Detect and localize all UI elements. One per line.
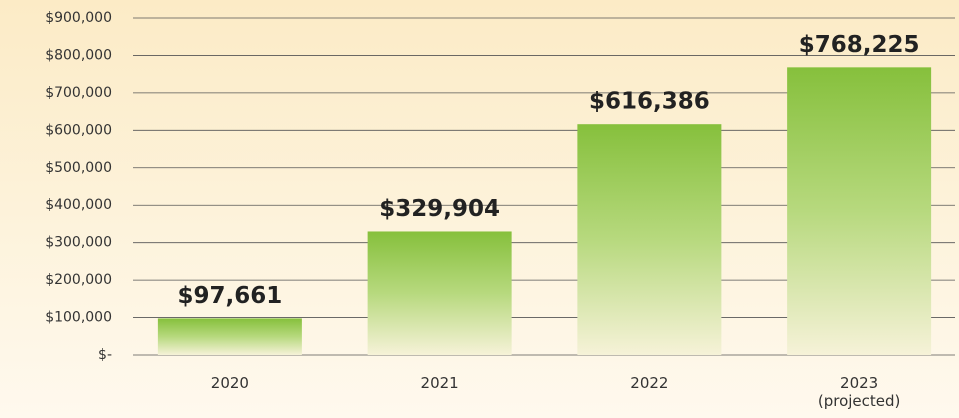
value-label: $616,386 [589, 89, 710, 115]
value-label: $97,661 [177, 283, 282, 309]
y-tick-label: $400,000 [45, 197, 112, 213]
y-tick-label: $700,000 [45, 85, 112, 101]
bar [577, 124, 722, 355]
y-tick-label: $300,000 [45, 235, 112, 251]
y-tick-label: $200,000 [45, 272, 112, 288]
bar [787, 67, 932, 356]
x-tick-label: 2021 [420, 374, 459, 392]
x-tick-label: 2023 (projected) [817, 374, 901, 410]
y-tick-label: $- [98, 347, 112, 363]
x-tick-label: 2020 [210, 374, 249, 392]
bar [157, 318, 302, 355]
y-tick-label: $500,000 [45, 160, 112, 176]
y-tick-label: $100,000 [45, 310, 112, 326]
value-label: $768,225 [799, 32, 920, 58]
bar [367, 231, 512, 355]
value-label: $329,904 [379, 196, 500, 222]
y-tick-label: $800,000 [45, 47, 112, 63]
y-tick-label: $600,000 [45, 122, 112, 138]
x-tick-label: 2022 [630, 374, 669, 392]
y-tick-label: $900,000 [45, 10, 112, 26]
